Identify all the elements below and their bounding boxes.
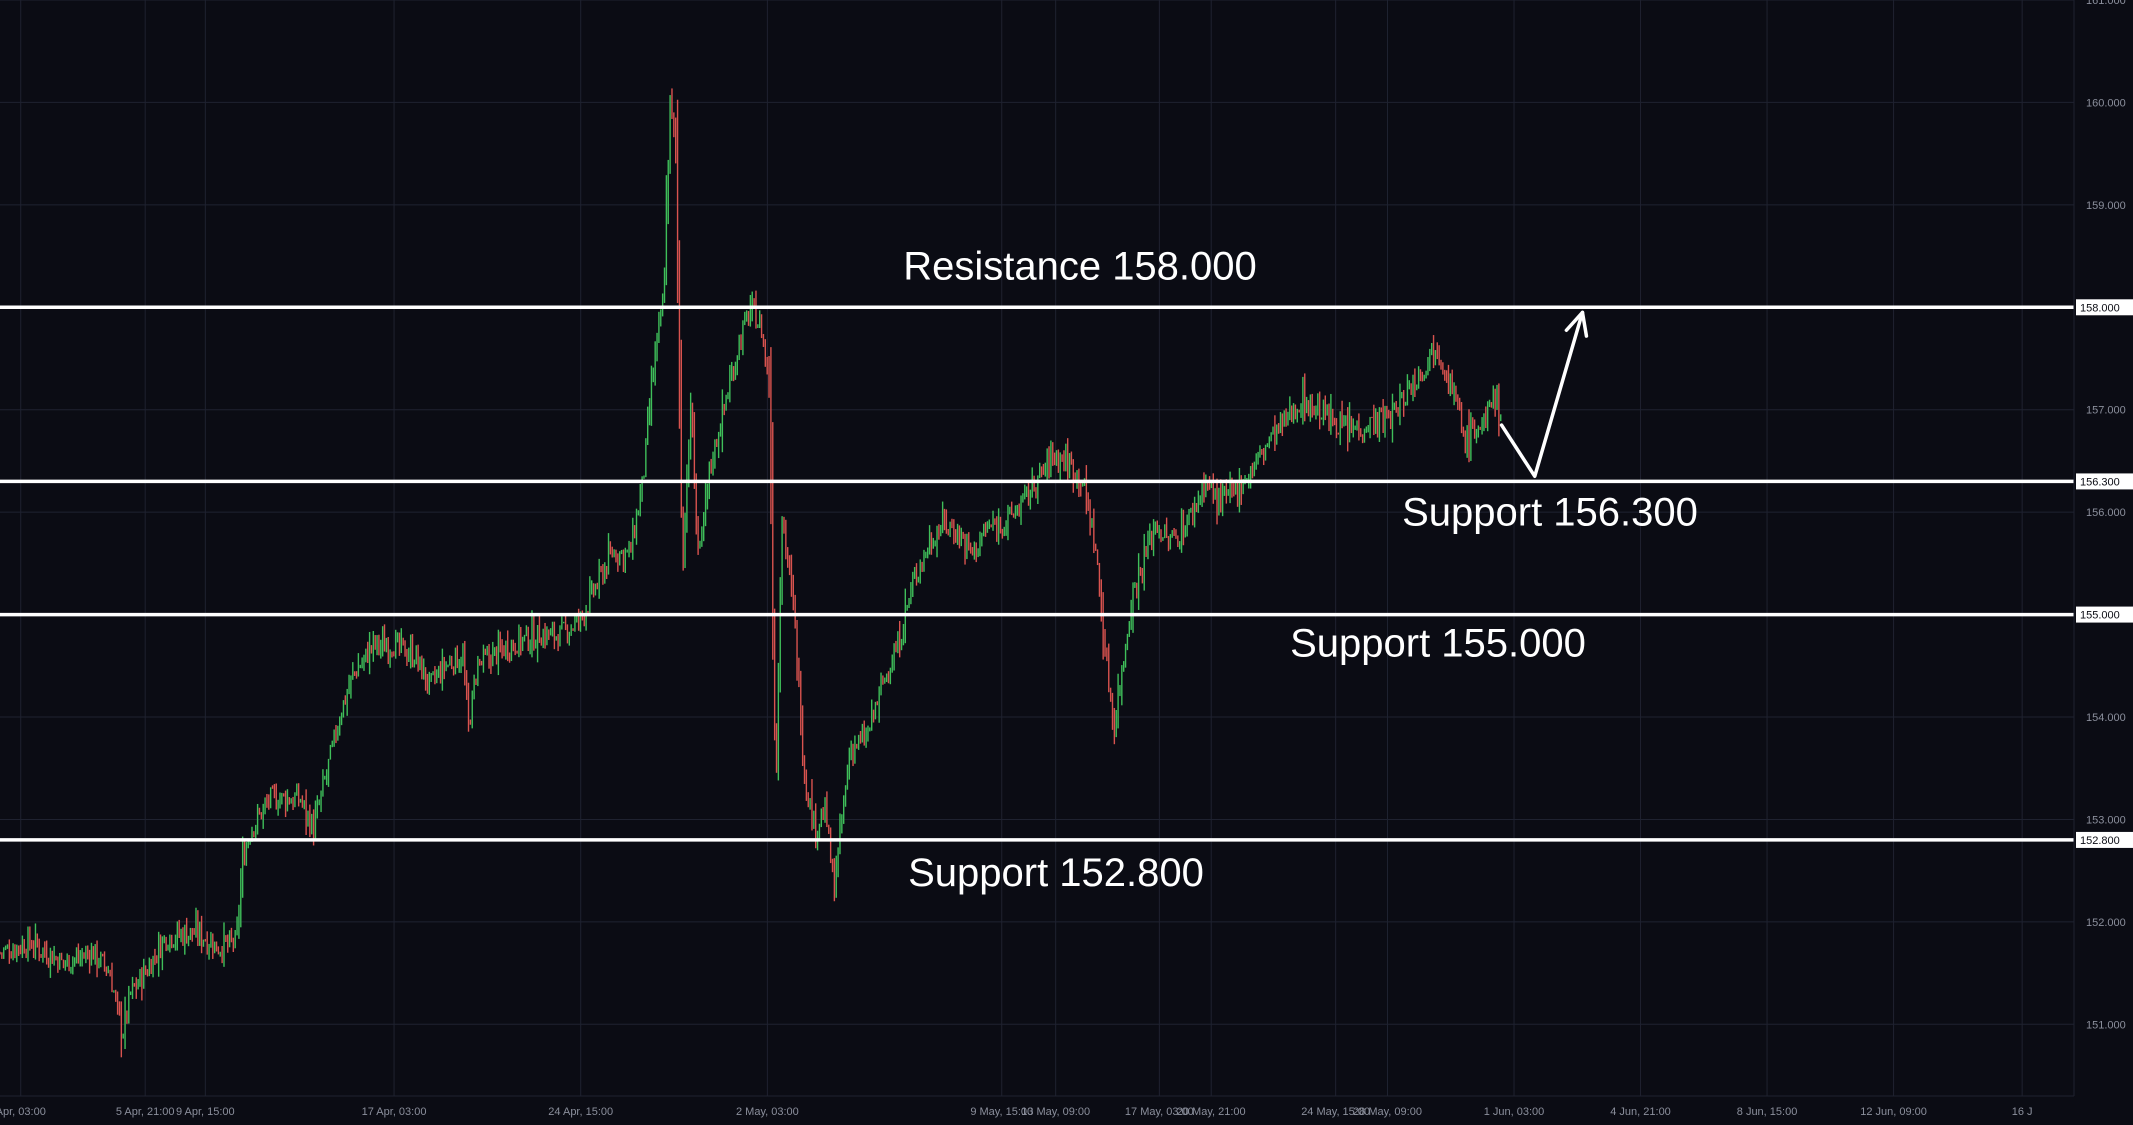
x-tick-label: 9 Apr, 15:00 — [176, 1106, 235, 1118]
level-label: Support 155.000 — [1290, 622, 1586, 666]
x-tick-label: 2 May, 03:00 — [736, 1106, 799, 1118]
level-price-tag-text: 158.000 — [2080, 302, 2120, 314]
x-tick-label: 13 May, 09:00 — [1021, 1106, 1090, 1118]
x-tick-label: 4 Jun, 21:00 — [1610, 1106, 1671, 1118]
x-tick-label: 9 May, 15:00 — [970, 1106, 1033, 1118]
level-price-tag — [2076, 299, 2133, 316]
x-tick-label: 28 May, 09:00 — [1353, 1106, 1422, 1118]
level-price-tag — [2076, 606, 2133, 623]
x-tick-label: 12 Jun, 09:00 — [1860, 1106, 1927, 1118]
level-price-tag — [2076, 473, 2133, 490]
y-tick-label: 161.000 — [2086, 0, 2126, 7]
level-price-tag — [2076, 831, 2133, 848]
x-tick-label: 8 Jun, 15:00 — [1737, 1106, 1798, 1118]
level-label: Support 156.300 — [1402, 490, 1698, 534]
x-tick-label: 24 May, 15:00 — [1301, 1106, 1370, 1118]
projection-arrowhead — [1564, 310, 1589, 338]
y-tick-label: 159.000 — [2086, 200, 2126, 212]
levels: Resistance 158.000 Support 156.300 Support… — [0, 244, 2074, 895]
price-axis[interactable]: 161.000 160.000 159.000 158.000 157.000 156.0… — [2073, 0, 2133, 1125]
y-tick-label: 157.000 — [2086, 405, 2126, 417]
time-axis[interactable]: Apr, 03:00 5 Apr, 21:00 9 Apr, 15:00 17 Apr… — [0, 1095, 2074, 1118]
level-price-tag-text: 155.000 — [2080, 610, 2120, 622]
level-label: Support 152.800 — [908, 851, 1204, 895]
y-tick-label: 153.000 — [2086, 814, 2126, 826]
x-tick-label: 1 Jun, 03:00 — [1484, 1106, 1545, 1118]
y-tick-label: 152.000 — [2086, 917, 2126, 929]
projection-arrow — [1499, 310, 1585, 479]
x-tick-label: 17 Apr, 03:00 — [362, 1106, 427, 1118]
level-price-tag-text: 152.800 — [2080, 835, 2120, 847]
y-tick-label: 160.000 — [2086, 97, 2126, 109]
level-label: Resistance 158.000 — [903, 244, 1257, 288]
candles — [0, 88, 1502, 1058]
y-tick-label: 151.000 — [2086, 1019, 2126, 1031]
level-price-tag-text: 156.300 — [2080, 476, 2120, 488]
x-tick-label: 16 J — [2012, 1106, 2033, 1118]
projection — [1499, 310, 1589, 479]
x-tick-label: 5 Apr, 21:00 — [116, 1106, 175, 1118]
x-tick-label: 17 May, 03:00 — [1125, 1106, 1194, 1118]
y-tick-label: 154.000 — [2086, 712, 2126, 724]
price-axis-background — [2074, 0, 2133, 1125]
x-tick-label: Apr, 03:00 — [0, 1106, 46, 1118]
x-tick-label: 20 May, 21:00 — [1177, 1106, 1246, 1118]
y-tick-label: 156.000 — [2086, 507, 2126, 519]
x-tick-label: 24 Apr, 15:00 — [548, 1106, 613, 1118]
